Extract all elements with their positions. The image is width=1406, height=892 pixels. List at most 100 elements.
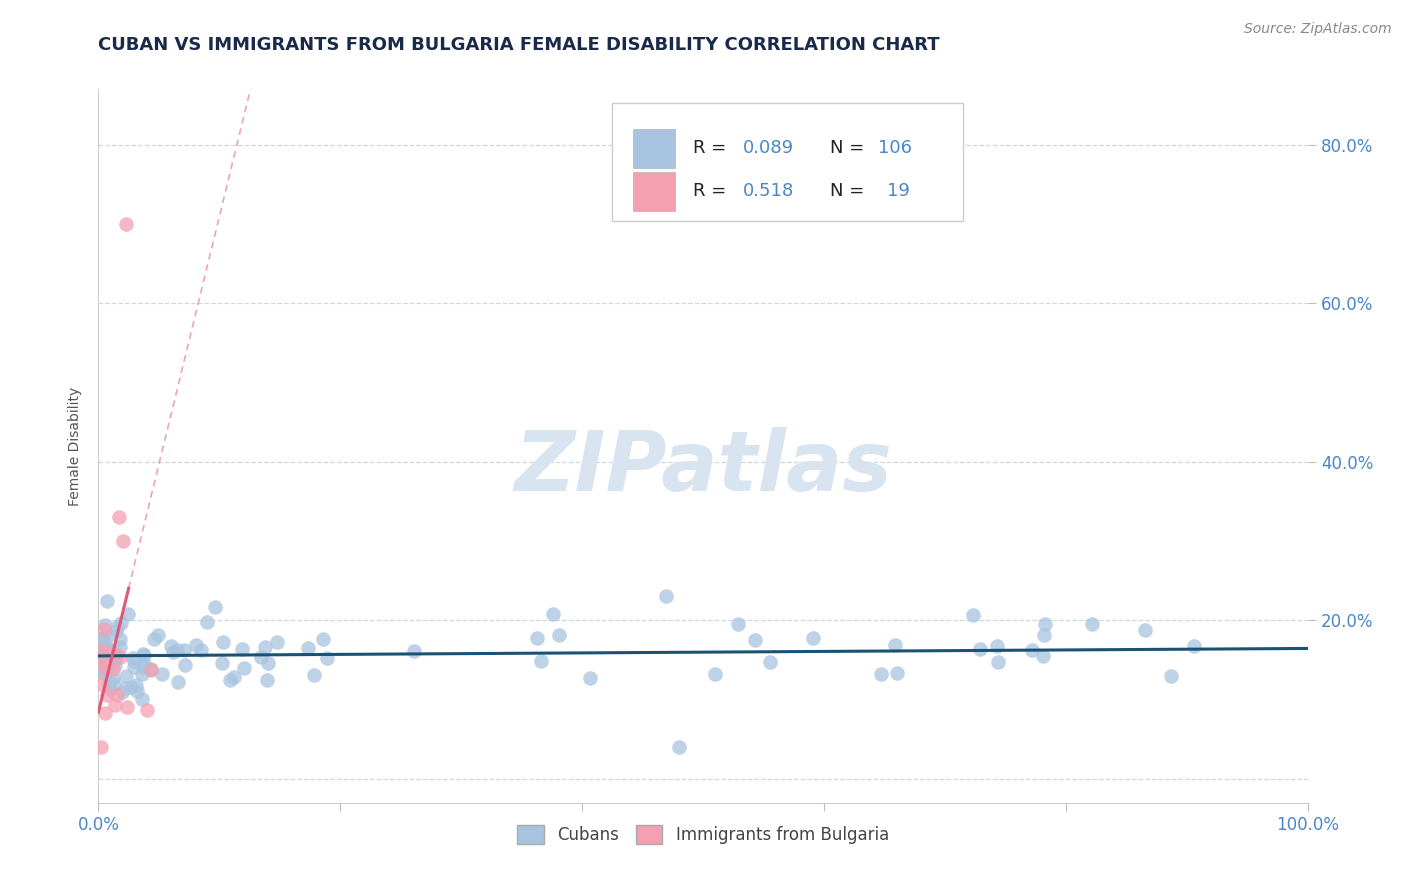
Text: 106: 106	[879, 139, 912, 157]
Point	[107, 620, 129, 634]
Point	[146, 627, 169, 641]
Point	[132, 648, 155, 662]
Point	[94, 706, 117, 721]
Point	[115, 669, 138, 683]
Point	[759, 655, 782, 669]
Point	[93, 632, 115, 647]
Point	[90, 740, 112, 755]
Point	[986, 639, 1008, 653]
Point	[104, 653, 127, 667]
Point	[184, 638, 207, 652]
Point	[548, 628, 571, 642]
Point	[218, 673, 240, 687]
Text: R =: R =	[693, 182, 733, 200]
Point	[96, 629, 118, 643]
Point	[222, 669, 245, 683]
Point	[108, 650, 131, 665]
Point	[103, 662, 125, 676]
Point	[101, 645, 124, 659]
Point	[150, 667, 173, 681]
Point	[97, 643, 120, 657]
Point	[250, 649, 273, 664]
Point	[108, 632, 131, 646]
Point	[1021, 643, 1043, 657]
Point	[173, 657, 195, 672]
Point	[886, 665, 908, 680]
Point	[90, 665, 112, 679]
Point	[173, 643, 195, 657]
Text: 0.089: 0.089	[742, 139, 794, 157]
Point	[122, 660, 145, 674]
Point	[98, 643, 121, 657]
Point	[311, 632, 333, 646]
Point	[131, 660, 153, 674]
Point	[195, 615, 218, 629]
Point	[1160, 669, 1182, 683]
Point	[104, 648, 127, 663]
Point	[117, 607, 139, 622]
Text: N =: N =	[830, 139, 870, 157]
Point	[91, 643, 114, 657]
Point	[124, 654, 146, 668]
Point	[98, 676, 121, 690]
Point	[97, 648, 120, 662]
Point	[111, 534, 134, 549]
Point	[132, 647, 155, 661]
Point	[114, 681, 136, 695]
Point	[90, 644, 112, 658]
Point	[1033, 616, 1056, 631]
Point	[104, 658, 127, 673]
Point	[578, 671, 600, 685]
Point	[530, 654, 553, 668]
Point	[297, 641, 319, 656]
Text: 0.518: 0.518	[742, 182, 794, 200]
Point	[94, 638, 117, 652]
Point	[115, 700, 138, 714]
Text: N =: N =	[830, 182, 870, 200]
Point	[166, 642, 188, 657]
Point	[101, 671, 124, 685]
Point	[96, 641, 118, 656]
Point	[526, 631, 548, 645]
Point	[108, 510, 131, 524]
Point	[91, 631, 114, 645]
Point	[90, 661, 112, 675]
Point	[884, 639, 907, 653]
Point	[256, 673, 278, 687]
Point	[91, 653, 114, 667]
Point	[96, 688, 118, 702]
Point	[668, 740, 690, 755]
Point	[111, 685, 134, 699]
Point	[125, 683, 148, 698]
Point	[254, 640, 277, 654]
Point	[302, 668, 325, 682]
Point	[744, 633, 766, 648]
Point	[870, 667, 893, 681]
Point	[257, 657, 280, 671]
Text: ZIPatlas: ZIPatlas	[515, 427, 891, 508]
Point	[90, 649, 112, 664]
FancyBboxPatch shape	[633, 128, 675, 168]
Point	[93, 618, 115, 632]
Point	[125, 678, 148, 692]
Point	[190, 642, 212, 657]
Point	[139, 663, 162, 677]
Point	[541, 607, 564, 621]
Point	[143, 632, 166, 646]
Point	[969, 641, 991, 656]
Point	[801, 631, 824, 645]
Point	[105, 688, 128, 702]
Point	[90, 642, 112, 657]
Point	[104, 698, 127, 713]
Point	[1182, 639, 1205, 653]
Legend: Cubans, Immigrants from Bulgaria: Cubans, Immigrants from Bulgaria	[517, 825, 889, 845]
Point	[402, 644, 425, 658]
Point	[121, 680, 143, 694]
FancyBboxPatch shape	[633, 171, 675, 211]
Point	[727, 616, 749, 631]
Point	[104, 624, 127, 638]
Text: Source: ZipAtlas.com: Source: ZipAtlas.com	[1244, 22, 1392, 37]
Point	[211, 657, 233, 671]
Point	[962, 607, 984, 622]
Point	[654, 589, 676, 603]
